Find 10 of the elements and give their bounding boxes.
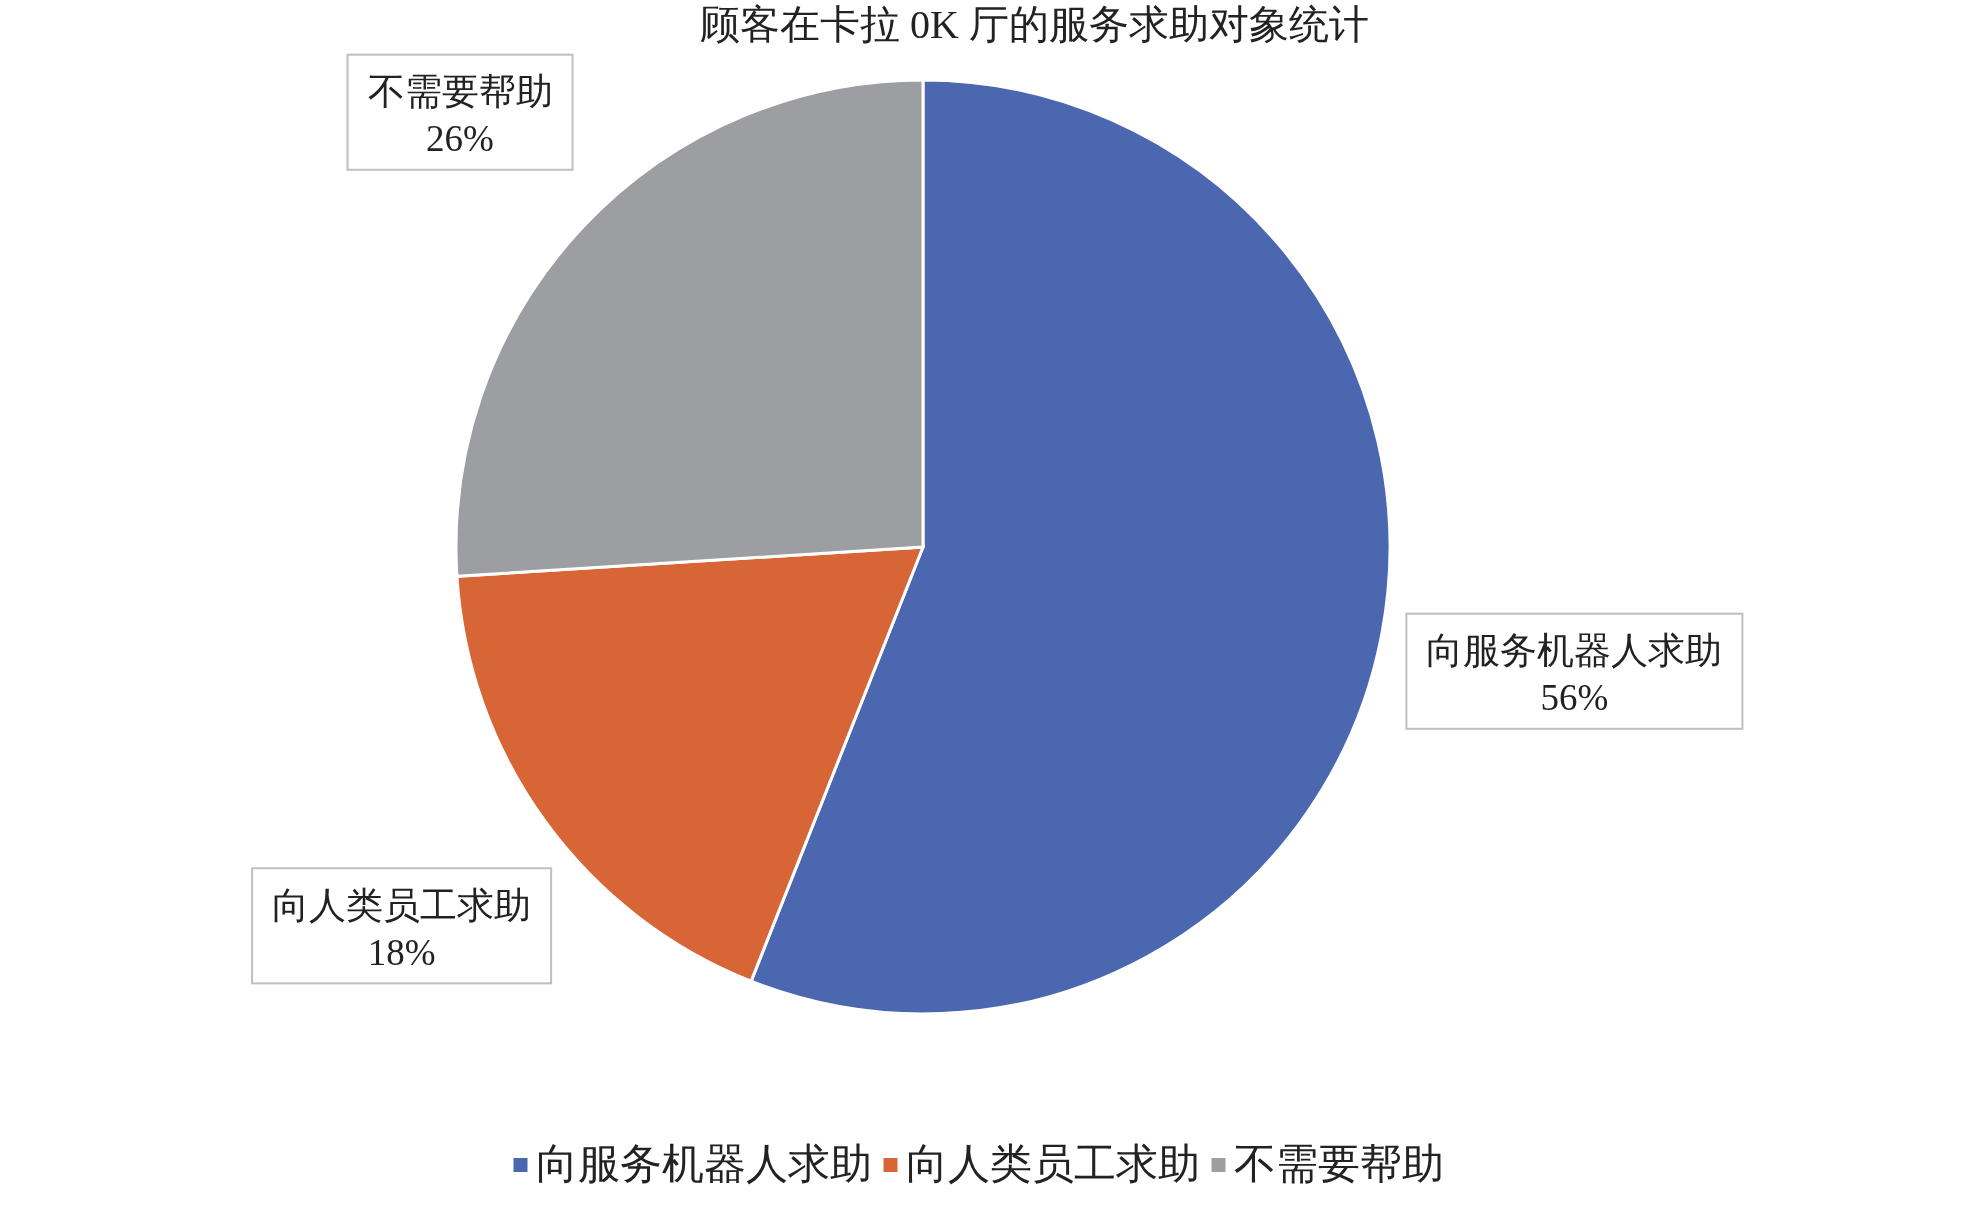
data-label: 26%: [426, 118, 494, 160]
slice-label: 向人类员工求助: [272, 884, 532, 926]
data-label: 18%: [367, 931, 436, 973]
data-label: 56%: [1540, 677, 1609, 719]
legend-label: 向人类员工求助: [905, 1141, 1200, 1187]
chart-title: 顾客在卡拉 0K 厅的服务求助对象统计: [700, 2, 1369, 47]
legend-label: 向服务机器人求助: [535, 1141, 872, 1187]
slice-label: 向服务机器人求助: [1426, 630, 1723, 672]
slice-label: 不需要帮助: [367, 71, 553, 113]
legend-label: 不需要帮助: [1233, 1141, 1444, 1187]
